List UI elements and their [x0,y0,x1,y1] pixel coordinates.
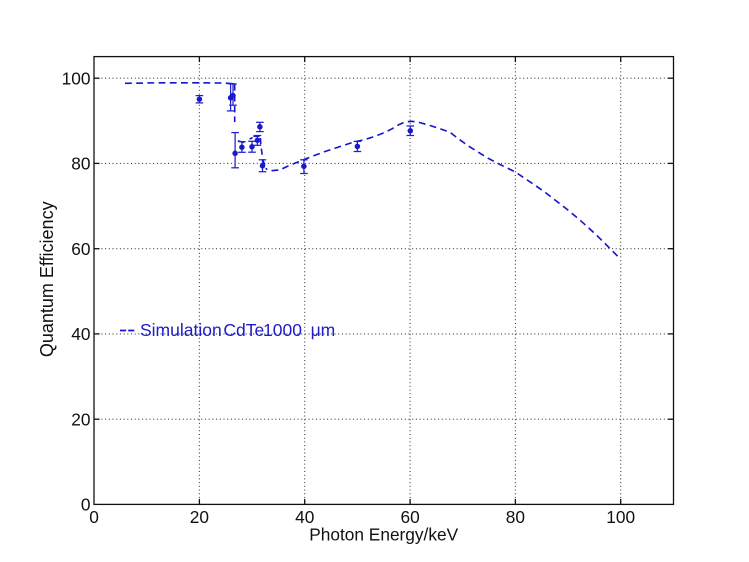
svg-text:100: 100 [62,68,91,88]
svg-text:Photon Energy/keV: Photon Energy/keV [309,525,458,545]
svg-text:80: 80 [71,154,90,174]
svg-text:0: 0 [81,495,91,515]
svg-text:80: 80 [506,507,525,527]
svg-text:20: 20 [190,507,209,527]
svg-text:60: 60 [71,239,90,259]
svg-text:40: 40 [71,324,90,344]
svg-text:100: 100 [606,507,635,527]
svg-text:0: 0 [89,507,99,527]
svg-text:60: 60 [400,507,419,527]
svg-text:40: 40 [295,507,314,527]
svg-text:20: 20 [71,409,90,429]
svg-text:Quantum Efficiency: Quantum Efficiency [37,201,57,357]
